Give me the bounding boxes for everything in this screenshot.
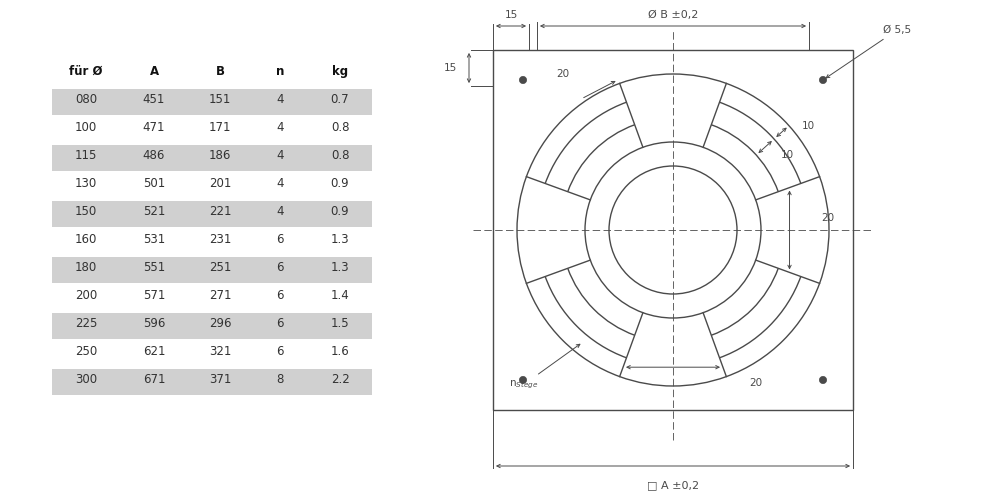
Circle shape — [519, 76, 527, 84]
Text: 271: 271 — [209, 289, 231, 302]
Text: 080: 080 — [75, 93, 97, 106]
Text: 171: 171 — [209, 121, 231, 134]
Text: für Ø: für Ø — [69, 65, 103, 78]
Text: □ A ±0,2: □ A ±0,2 — [647, 480, 699, 490]
Text: 6: 6 — [276, 261, 284, 274]
Text: 571: 571 — [143, 289, 165, 302]
Text: 201: 201 — [209, 177, 231, 190]
Text: 2.2: 2.2 — [331, 373, 349, 386]
Text: kg: kg — [332, 65, 348, 78]
Text: 6: 6 — [276, 289, 284, 302]
Text: 471: 471 — [143, 121, 165, 134]
Text: 8: 8 — [276, 373, 284, 386]
Text: 15: 15 — [444, 63, 457, 73]
Text: 225: 225 — [75, 317, 97, 330]
Text: 1.3: 1.3 — [331, 233, 349, 246]
Text: 300: 300 — [75, 373, 97, 386]
Text: 251: 251 — [209, 261, 231, 274]
Text: Ø 5,5: Ø 5,5 — [826, 25, 911, 78]
Text: 160: 160 — [75, 233, 97, 246]
Text: 671: 671 — [143, 373, 165, 386]
Text: 621: 621 — [143, 345, 165, 358]
Text: 0.9: 0.9 — [331, 205, 349, 218]
Text: 0.9: 0.9 — [331, 177, 349, 190]
Text: 596: 596 — [143, 317, 165, 330]
Text: 371: 371 — [209, 373, 231, 386]
Text: 0.8: 0.8 — [331, 149, 349, 162]
Bar — [52, 200, 372, 227]
Text: 250: 250 — [75, 345, 97, 358]
Text: 6: 6 — [276, 233, 284, 246]
Text: 150: 150 — [75, 205, 97, 218]
Text: 186: 186 — [209, 149, 231, 162]
Text: 20: 20 — [749, 378, 762, 388]
Text: 200: 200 — [75, 289, 97, 302]
Text: 451: 451 — [143, 93, 165, 106]
Text: B: B — [216, 65, 225, 78]
Text: 6: 6 — [276, 345, 284, 358]
Text: 486: 486 — [143, 149, 165, 162]
Bar — [52, 312, 372, 339]
Text: Ø B ±0,2: Ø B ±0,2 — [648, 10, 698, 20]
Text: 0.7: 0.7 — [331, 93, 349, 106]
Text: 151: 151 — [209, 93, 231, 106]
Text: 6: 6 — [276, 317, 284, 330]
Text: 4: 4 — [276, 205, 284, 218]
Text: 231: 231 — [209, 233, 231, 246]
Text: 296: 296 — [209, 317, 231, 330]
Text: 10: 10 — [801, 122, 815, 132]
Bar — [52, 144, 372, 171]
Text: 20: 20 — [556, 69, 570, 79]
Bar — [52, 88, 372, 115]
Text: 4: 4 — [276, 93, 284, 106]
Text: 1.3: 1.3 — [331, 261, 349, 274]
Bar — [52, 368, 372, 395]
Text: 551: 551 — [143, 261, 165, 274]
Text: 321: 321 — [209, 345, 231, 358]
Text: n: n — [276, 65, 284, 78]
Text: 115: 115 — [75, 149, 97, 162]
Text: 10: 10 — [781, 150, 794, 160]
Text: 100: 100 — [75, 121, 97, 134]
Text: A: A — [149, 65, 159, 78]
Text: 15: 15 — [504, 10, 518, 20]
Text: n$_{Stege}$: n$_{Stege}$ — [509, 344, 580, 391]
Text: 1.6: 1.6 — [331, 345, 349, 358]
Text: 531: 531 — [143, 233, 165, 246]
Text: 130: 130 — [75, 177, 97, 190]
Text: 4: 4 — [276, 121, 284, 134]
Circle shape — [819, 76, 827, 84]
Text: 180: 180 — [75, 261, 97, 274]
Text: 4: 4 — [276, 149, 284, 162]
Text: 20: 20 — [821, 213, 834, 223]
Text: 221: 221 — [209, 205, 231, 218]
Text: 521: 521 — [143, 205, 165, 218]
Circle shape — [819, 376, 827, 384]
Circle shape — [519, 376, 527, 384]
Bar — [52, 256, 372, 283]
Text: 4: 4 — [276, 177, 284, 190]
Text: 0.8: 0.8 — [331, 121, 349, 134]
Text: 1.4: 1.4 — [331, 289, 349, 302]
Text: 501: 501 — [143, 177, 165, 190]
Text: 1.5: 1.5 — [331, 317, 349, 330]
